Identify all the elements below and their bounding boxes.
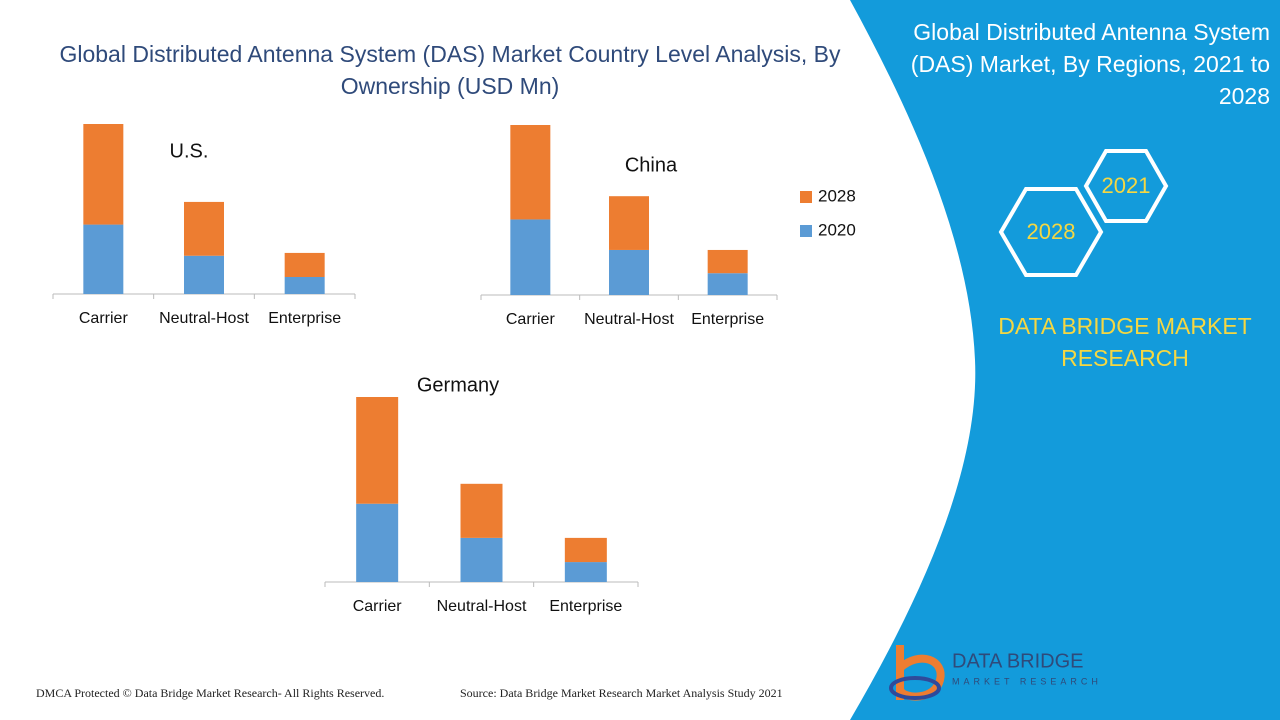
side-background	[850, 0, 1280, 720]
hex-label: 2021	[1102, 173, 1151, 198]
bar-segment	[356, 397, 399, 504]
bar-segment	[564, 537, 607, 563]
bar-segment	[83, 124, 124, 225]
bar-segment	[184, 255, 224, 294]
x-tick-label: Neutral-Host	[437, 598, 527, 615]
chart-title: U.S.	[170, 140, 209, 162]
bar-segment	[564, 562, 607, 582]
x-tick-label: Carrier	[353, 598, 403, 615]
side-title: Global Distributed Antenna System (DAS) …	[910, 19, 1270, 109]
bar-segment	[609, 249, 649, 295]
hexagon	[998, 187, 1104, 277]
x-tick-label: Enterprise	[549, 598, 622, 615]
bar-segment	[510, 125, 551, 220]
legend-label: 2020	[818, 220, 856, 239]
bar-segment	[460, 537, 503, 582]
x-tick-label: Carrier	[79, 310, 129, 327]
bar-segment	[83, 224, 124, 294]
x-tick-label: Neutral-Host	[584, 311, 674, 328]
bar-segment	[284, 277, 325, 294]
x-tick-label: Carrier	[506, 311, 556, 328]
hex-label: 2028	[1027, 219, 1076, 244]
logo-name: DATA BRIDGE	[952, 650, 1084, 672]
footer-right: Source: Data Bridge Market Research Mark…	[460, 686, 783, 700]
bar-segment	[609, 196, 649, 250]
logo-mark	[889, 676, 941, 700]
logo-sub: MARKET RESEARCH	[952, 676, 1102, 686]
legend-swatch	[800, 191, 812, 203]
x-tick-label: Neutral-Host	[159, 310, 249, 327]
title: Global Distributed Antenna System (DAS) …	[59, 41, 841, 99]
x-tick-label: Enterprise	[268, 310, 341, 327]
legend-swatch	[800, 225, 812, 237]
bar-segment	[284, 252, 325, 277]
chart-title: Germany	[417, 374, 499, 396]
bar-segment	[707, 273, 748, 295]
footer-left: DMCA Protected © Data Bridge Market Rese…	[36, 686, 385, 700]
x-tick-label: Enterprise	[691, 311, 764, 328]
bar-segment	[460, 483, 503, 538]
hexagon	[1083, 149, 1169, 223]
legend-label: 2028	[818, 186, 856, 205]
bar-segment	[510, 219, 551, 295]
bar-segment	[356, 503, 399, 582]
bar-segment	[707, 249, 748, 274]
chart-title: China	[625, 154, 678, 176]
bar-segment	[184, 201, 224, 256]
brand: DATA BRIDGE MARKET RESEARCH	[998, 313, 1252, 371]
